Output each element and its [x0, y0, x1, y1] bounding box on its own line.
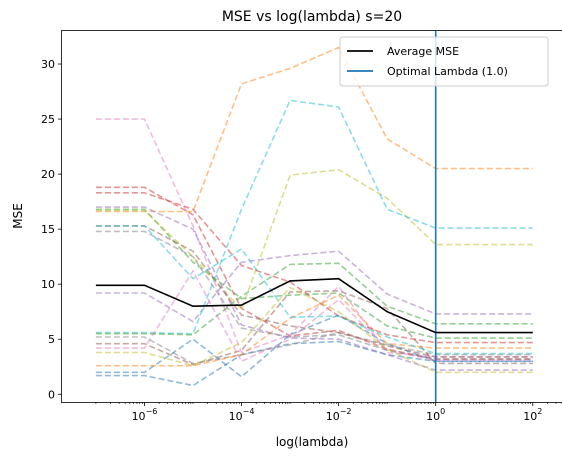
legend: Average MSE Optimal Lambda (1.0)	[339, 36, 549, 87]
y-tick-label: 25	[41, 113, 55, 126]
series-layer	[95, 46, 533, 387]
series-line-6	[95, 289, 533, 366]
series-line-12	[95, 294, 533, 367]
legend-box	[339, 36, 549, 87]
y-axis-label: MSE	[11, 203, 25, 229]
y-tick-label: 15	[41, 223, 55, 236]
series-line-20	[95, 225, 533, 355]
series-line-14	[95, 192, 533, 344]
series-line-5	[95, 250, 533, 323]
series-line-18	[95, 230, 533, 360]
series-line-3	[95, 208, 533, 339]
chart-title: MSE vs log(lambda) s=20	[222, 9, 402, 25]
series-line-15	[95, 206, 533, 371]
y-tick-label: 30	[41, 58, 55, 71]
plot-frame	[61, 30, 562, 403]
series-line-13	[95, 262, 533, 336]
average-layer	[95, 277, 533, 334]
legend-average-mse-label: Average MSE	[387, 45, 459, 58]
series-line-8	[95, 331, 533, 365]
series-line-16	[95, 225, 533, 358]
x-axis-label: log(lambda)	[276, 435, 349, 449]
y-tick-label: 0	[48, 388, 55, 401]
legend-optimal-lambda-label: Optimal Lambda (1.0)	[387, 65, 508, 78]
average-mse-line	[95, 277, 533, 334]
series-line-10	[95, 99, 533, 335]
series-line-9	[95, 168, 533, 312]
y-tick-label: 20	[41, 168, 55, 181]
series-line-2	[95, 46, 533, 213]
series-line-19	[95, 286, 533, 374]
y-tick-label: 5	[48, 333, 55, 346]
series-line-11	[95, 314, 533, 378]
y-axis: 0 5 10 15 20 25 30	[41, 58, 62, 401]
series-line-1	[95, 340, 533, 387]
y-tick-label: 10	[41, 278, 55, 291]
